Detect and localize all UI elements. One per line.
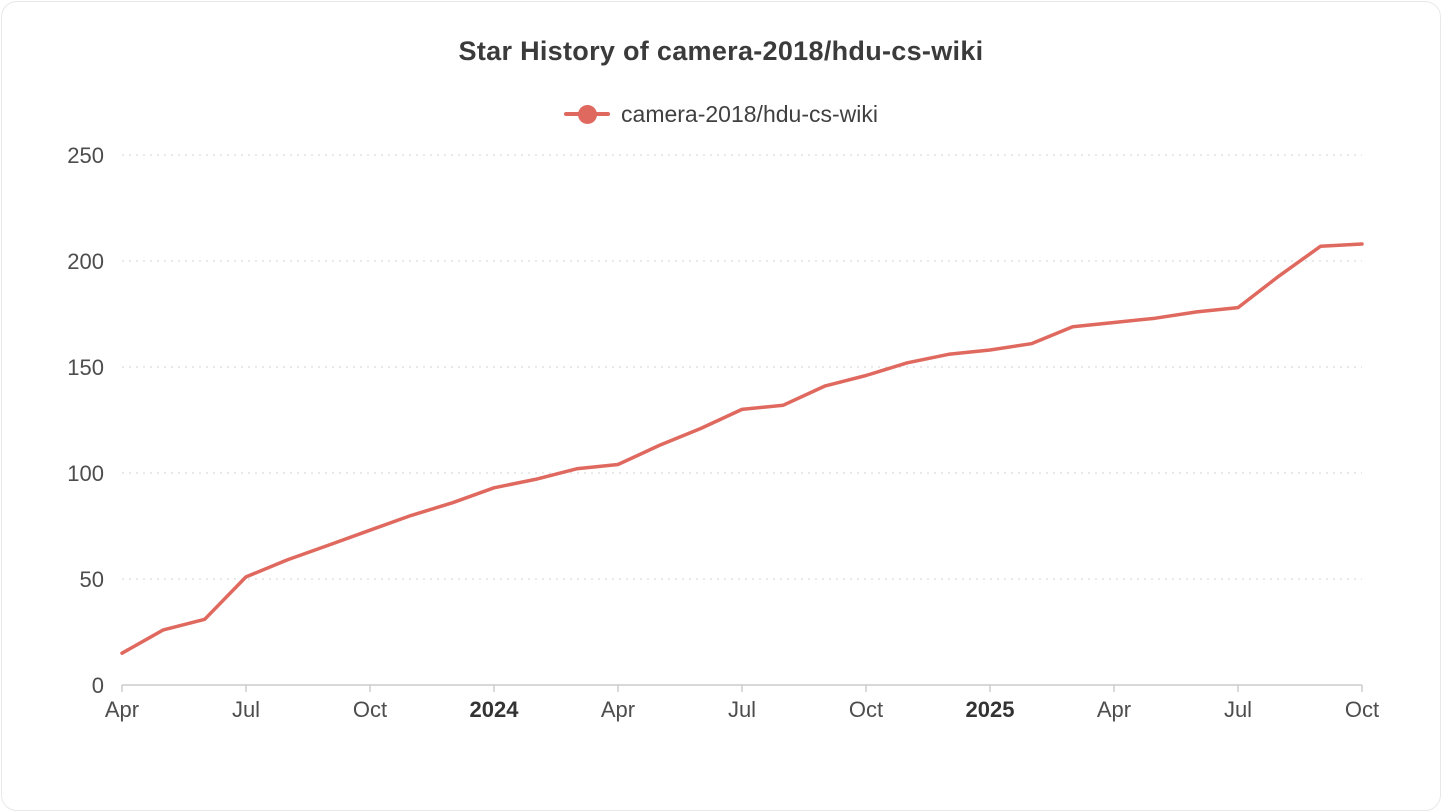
x-axis-label: Apr (1097, 697, 1131, 722)
x-axis-label: Oct (849, 697, 883, 722)
y-axis-label: 0 (92, 673, 104, 698)
legend: camera-2018/hdu-cs-wiki (2, 101, 1440, 127)
legend-label: camera-2018/hdu-cs-wiki (621, 100, 878, 127)
y-axis-label: 100 (67, 461, 104, 486)
y-axis-label: 50 (80, 567, 104, 592)
star-history-chart: 0 50 100 150 200 250 Apr Jul Oct 2024 Apr Jul Oct 202… (67, 143, 1379, 722)
legend-marker-icon (564, 104, 611, 124)
x-axis-label: Jul (232, 697, 260, 722)
x-axis-label: Apr (105, 697, 139, 722)
x-axis-label: Jul (1224, 697, 1252, 722)
series-line (120, 242, 1364, 655)
x-axis-label: Jul (728, 697, 756, 722)
x-axis-label: Oct (353, 697, 387, 722)
x-axis-label: 2025 (966, 697, 1015, 722)
x-axis-label: 2024 (470, 697, 520, 722)
y-axis-label: 150 (67, 355, 104, 380)
y-axis-label: 250 (67, 143, 104, 168)
legend-dot-icon (577, 104, 597, 124)
y-axis-label: 200 (67, 249, 104, 274)
x-axis-label: Oct (1345, 697, 1379, 722)
x-axis-label: Apr (601, 697, 635, 722)
chart-title: Star History of camera-2018/hdu-cs-wiki (458, 36, 984, 66)
